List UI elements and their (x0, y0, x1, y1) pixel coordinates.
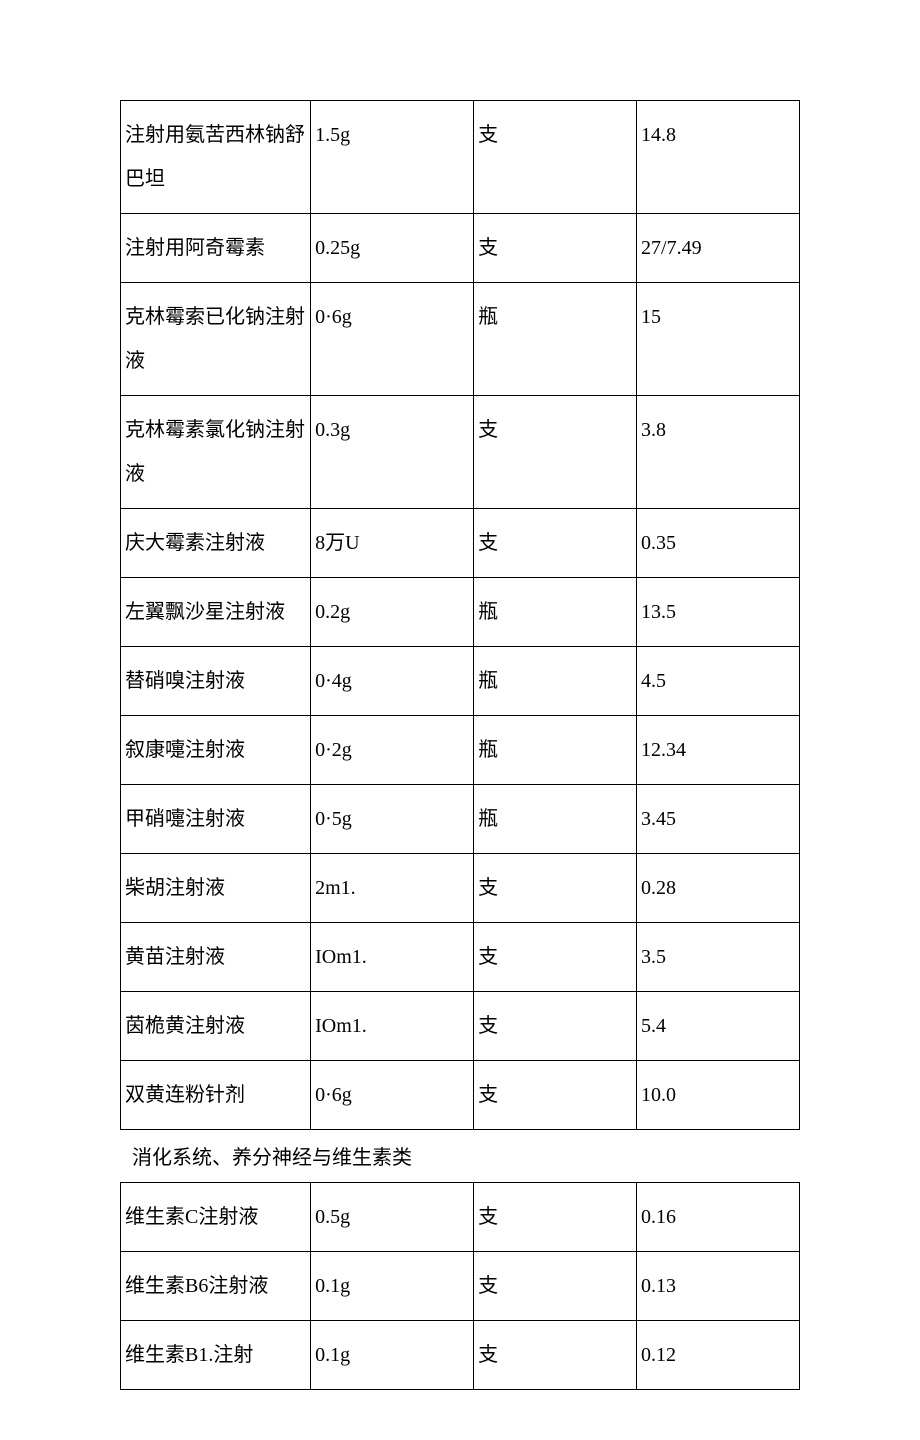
cell-price: 0.28 (637, 854, 800, 923)
cell-unit: 支 (474, 396, 637, 509)
cell-price: 0.35 (637, 509, 800, 578)
table-row: 维生素B6注射液 0.1g 支 0.13 (121, 1252, 800, 1321)
cell-unit: 瓶 (474, 283, 637, 396)
cell-name: 维生素B6注射液 (121, 1252, 311, 1321)
table-row: 注射用氨苦西林钠舒巴坦 1.5g 支 14.8 (121, 101, 800, 214)
cell-unit: 支 (474, 1183, 637, 1252)
cell-unit: 支 (474, 1061, 637, 1130)
cell-unit: 支 (474, 1252, 637, 1321)
cell-name: 茵桅黄注射液 (121, 992, 311, 1061)
cell-spec: 0.25g (311, 214, 474, 283)
table-row: 维生素C注射液 0.5g 支 0.16 (121, 1183, 800, 1252)
cell-unit: 支 (474, 509, 637, 578)
cell-price: 5.4 (637, 992, 800, 1061)
cell-unit: 支 (474, 101, 637, 214)
cell-price: 4.5 (637, 647, 800, 716)
cell-unit: 瓶 (474, 647, 637, 716)
table-row: 甲硝嚏注射液 0·5g 瓶 3.45 (121, 785, 800, 854)
table2-body: 维生素C注射液 0.5g 支 0.16 维生素B6注射液 0.1g 支 0.13… (121, 1183, 800, 1390)
cell-price: 14.8 (637, 101, 800, 214)
cell-price: 3.5 (637, 923, 800, 992)
cell-price: 13.5 (637, 578, 800, 647)
cell-spec: 0.5g (311, 1183, 474, 1252)
cell-unit: 瓶 (474, 785, 637, 854)
cell-price: 10.0 (637, 1061, 800, 1130)
cell-name: 叙康嚏注射液 (121, 716, 311, 785)
cell-unit: 支 (474, 854, 637, 923)
table-row: 双黄连粉针剂 0·6g 支 10.0 (121, 1061, 800, 1130)
cell-spec: 0.3g (311, 396, 474, 509)
cell-unit: 支 (474, 214, 637, 283)
cell-spec: 0.1g (311, 1252, 474, 1321)
cell-price: 0.12 (637, 1321, 800, 1390)
cell-price: 0.16 (637, 1183, 800, 1252)
cell-unit: 支 (474, 923, 637, 992)
drug-table-1: 注射用氨苦西林钠舒巴坦 1.5g 支 14.8 注射用阿奇霉素 0.25g 支 … (120, 100, 800, 1130)
drug-table-2: 维生素C注射液 0.5g 支 0.16 维生素B6注射液 0.1g 支 0.13… (120, 1182, 800, 1390)
cell-name: 柴胡注射液 (121, 854, 311, 923)
table-row: 左翼飘沙星注射液 0.2g 瓶 13.5 (121, 578, 800, 647)
table-row: 克林霉索已化钠注射液 0·6g 瓶 15 (121, 283, 800, 396)
cell-name: 克林霉素氯化钠注射液 (121, 396, 311, 509)
cell-name: 双黄连粉针剂 (121, 1061, 311, 1130)
cell-name: 维生素B1.注射 (121, 1321, 311, 1390)
cell-spec: IOm1. (311, 992, 474, 1061)
cell-unit: 瓶 (474, 578, 637, 647)
table-row: 叙康嚏注射液 0·2g 瓶 12.34 (121, 716, 800, 785)
cell-unit: 瓶 (474, 716, 637, 785)
cell-price: 3.8 (637, 396, 800, 509)
table-row: 替硝嗅注射液 0·4g 瓶 4.5 (121, 647, 800, 716)
cell-spec: 0·6g (311, 1061, 474, 1130)
section-title: 消化系统、养分神经与维生素类 (120, 1130, 800, 1182)
table1-body: 注射用氨苦西林钠舒巴坦 1.5g 支 14.8 注射用阿奇霉素 0.25g 支 … (121, 101, 800, 1130)
cell-spec: 1.5g (311, 101, 474, 214)
table-row: 茵桅黄注射液 IOm1. 支 5.4 (121, 992, 800, 1061)
table-row: 黄苗注射液 IOm1. 支 3.5 (121, 923, 800, 992)
cell-price: 12.34 (637, 716, 800, 785)
cell-unit: 支 (474, 1321, 637, 1390)
cell-spec: 8万U (311, 509, 474, 578)
cell-price: 3.45 (637, 785, 800, 854)
cell-spec: 0·4g (311, 647, 474, 716)
cell-price: 0.13 (637, 1252, 800, 1321)
cell-unit: 支 (474, 992, 637, 1061)
cell-spec: 0.1g (311, 1321, 474, 1390)
cell-spec: 2m1. (311, 854, 474, 923)
table-row: 克林霉素氯化钠注射液 0.3g 支 3.8 (121, 396, 800, 509)
cell-spec: 0·5g (311, 785, 474, 854)
cell-name: 替硝嗅注射液 (121, 647, 311, 716)
table-row: 注射用阿奇霉素 0.25g 支 27/7.49 (121, 214, 800, 283)
cell-spec: 0·6g (311, 283, 474, 396)
table-row: 庆大霉素注射液 8万U 支 0.35 (121, 509, 800, 578)
cell-spec: 0·2g (311, 716, 474, 785)
table-row: 维生素B1.注射 0.1g 支 0.12 (121, 1321, 800, 1390)
cell-name: 维生素C注射液 (121, 1183, 311, 1252)
table-row: 柴胡注射液 2m1. 支 0.28 (121, 854, 800, 923)
cell-name: 注射用阿奇霉素 (121, 214, 311, 283)
cell-spec: IOm1. (311, 923, 474, 992)
cell-name: 克林霉索已化钠注射液 (121, 283, 311, 396)
cell-price: 15 (637, 283, 800, 396)
cell-name: 甲硝嚏注射液 (121, 785, 311, 854)
cell-spec: 0.2g (311, 578, 474, 647)
cell-name: 左翼飘沙星注射液 (121, 578, 311, 647)
cell-name: 注射用氨苦西林钠舒巴坦 (121, 101, 311, 214)
cell-name: 庆大霉素注射液 (121, 509, 311, 578)
cell-price: 27/7.49 (637, 214, 800, 283)
cell-name: 黄苗注射液 (121, 923, 311, 992)
